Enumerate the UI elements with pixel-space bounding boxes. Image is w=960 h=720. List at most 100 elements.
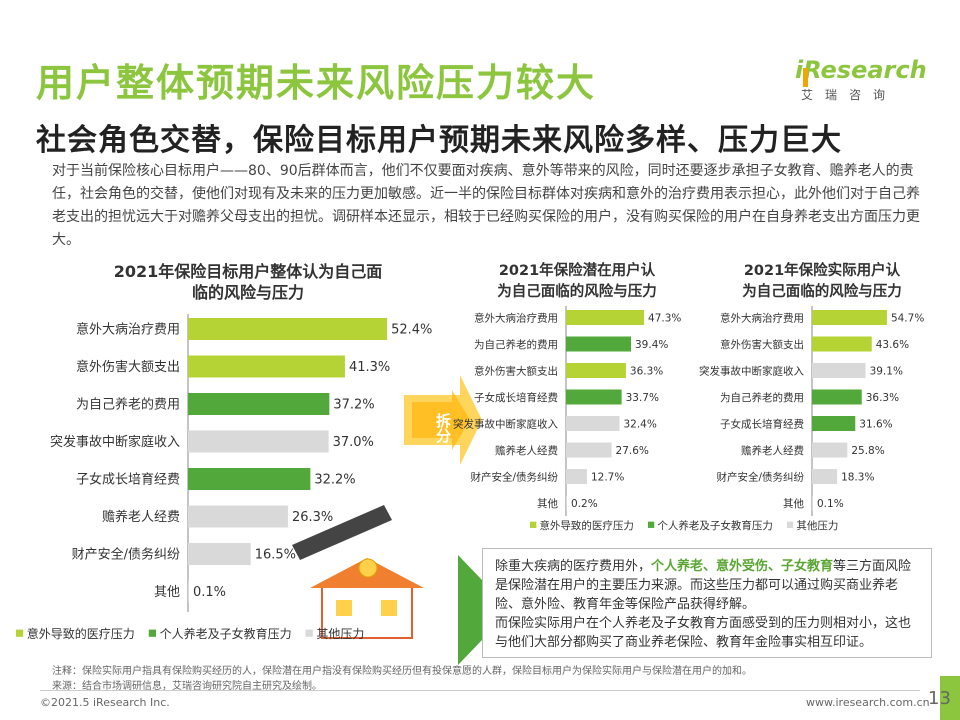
legend-label-accident: 意外导致的医疗压力 <box>27 626 135 641</box>
chart-3-value-label: 36.3% <box>866 392 899 404</box>
chart-3-value-label: 18.3% <box>841 471 874 483</box>
chart-3-category-label: 突发事故中断家庭收入 <box>699 364 804 377</box>
chart-2-value-label: 33.7% <box>626 392 659 404</box>
chart-2-category-label: 其他 <box>537 497 558 510</box>
callout-highlight: 个人养老、意外受伤、子女教育 <box>651 559 834 574</box>
chart-3-category-label: 赡养老人经费 <box>741 444 804 457</box>
callout-text-post: 等三方面风险是保险潜在用户的主要压力来源。而这些压力都可以通过购买商业养老险、意… <box>495 559 912 612</box>
chart-2-bar <box>566 442 612 458</box>
chart-3-category-label: 为自己养老的费用 <box>720 391 804 404</box>
chart-2-value-label: 39.4% <box>635 339 668 351</box>
page-number: 13 <box>928 688 951 709</box>
iresearch-logo: iResearch 艾瑞咨询 <box>795 56 927 103</box>
legend-swatch-family <box>148 629 156 637</box>
copyright: ©2021.5 iResearch Inc. <box>40 696 170 709</box>
legend-label-other: 其他压力 <box>316 627 364 641</box>
chart-3-category-label: 意外大病治疗费用 <box>720 311 804 324</box>
split-arrow: 拆分 <box>404 375 482 465</box>
chart-3-bar <box>812 389 862 405</box>
chart-3-bar <box>812 416 856 431</box>
chart-3-value-label: 39.1% <box>870 365 903 377</box>
chart-3-value-label: 31.6% <box>859 418 892 430</box>
chart-1-category-label: 赡养老人经费 <box>102 509 180 525</box>
logo-main-text: iResearch <box>795 56 927 84</box>
corner-accent <box>940 676 960 720</box>
website-url: www.iresearch.com.cn <box>806 696 930 709</box>
legend-swatch-accident <box>530 521 537 528</box>
legend-swatch-family <box>647 521 655 528</box>
chart-3-title: 2021年保险实际用户认 <box>744 261 901 279</box>
chart-2-bar <box>566 363 626 378</box>
chart-3-bar <box>812 363 866 378</box>
chart-2-value-label: 47.3% <box>648 312 681 324</box>
chart-1-value-label: 16.5% <box>255 548 296 563</box>
footnotes: 注释：保险实际用户指具有保险购买经历的人，保险潜在用户指没有保险购买经历但有投保… <box>52 664 752 694</box>
chart-1-category-label: 为自己养老的费用 <box>76 397 180 413</box>
callout-pointer <box>458 555 482 665</box>
legend-label-other: 其他压力 <box>796 519 838 532</box>
house-coin-illustration <box>292 505 424 639</box>
chart-2-category-label: 突发事故中断家庭收入 <box>453 417 558 430</box>
chart-1-category-label: 子女成长培育经费 <box>76 472 180 488</box>
chart-1-category-label: 意外大病治疗费用 <box>76 322 180 338</box>
legend-label-accident: 意外导致的医疗压力 <box>539 519 634 532</box>
chart-2-category-label: 子女成长培育经费 <box>474 391 558 404</box>
chart-2-title: 为自己面临的风险与压力 <box>497 282 657 300</box>
chart-3-value-label: 25.8% <box>851 445 884 457</box>
chart-1-bar <box>188 393 330 415</box>
chart-2-value-label: 27.6% <box>616 445 649 457</box>
chart-2-bar <box>566 389 622 405</box>
chart-1-bar <box>188 468 311 490</box>
footer-divider <box>40 690 920 691</box>
chart-2-category-label: 意外伤害大额支出 <box>474 364 558 377</box>
legend-swatch-other <box>786 521 794 528</box>
chart-2-bar <box>566 469 587 484</box>
intro-paragraph: 对于当前保险核心目标用户——80、90后群体而言，他们不仅要面对疾病、意外等带来… <box>52 163 920 248</box>
chart-2-category-label: 意外大病治疗费用 <box>474 311 558 324</box>
chart-1-value-label: 26.3% <box>292 510 333 525</box>
chart-1-title: 临的风险与压力 <box>192 283 304 302</box>
legend-label-family: 个人养老及子女教育压力 <box>160 626 292 641</box>
chart-3-value-label: 0.1% <box>817 498 844 510</box>
chart-1-bar <box>188 505 288 528</box>
insight-callout: 除重大疾病的医疗费用外，个人养老、意外受伤、子女教育等三方面风险是保险潜在用户的… <box>482 548 932 658</box>
chart-1-category-label: 其他 <box>154 585 180 600</box>
chart-1-bar <box>188 318 388 340</box>
legend-swatch-accident <box>16 629 24 637</box>
chart-2-category-label: 为自己养老的费用 <box>474 338 558 351</box>
chart-2-category-label: 财产安全/债务纠纷 <box>470 470 558 483</box>
chart-1-category-label: 突发事故中断家庭收入 <box>50 434 180 450</box>
chart-1-category-label: 意外伤害大额支出 <box>76 359 180 375</box>
chart-3-category-label: 意外伤害大额支出 <box>720 338 804 351</box>
chart-3-bar <box>812 442 848 458</box>
logo-accent-bar <box>803 68 808 87</box>
chart-3-category-label: 财产安全/债务纠纷 <box>716 470 804 483</box>
chart-3-title: 为自己面临的风险与压力 <box>742 282 902 300</box>
chart-2-bar <box>566 416 620 431</box>
chart-1-value-label: 32.2% <box>314 473 355 488</box>
chart-3-bar <box>812 336 872 352</box>
chart-3-bar <box>812 310 887 325</box>
chart-3-bar <box>812 469 838 484</box>
page-subtitle: 社会角色交替，保险目标用户预期未来风险多样、压力巨大 <box>36 123 842 158</box>
chart-1-category-label: 财产安全/债务纠纷 <box>72 547 180 563</box>
callout-paragraph-1: 除重大疾病的医疗费用外，个人养老、意外受伤、子女教育等三方面风险是保险潜在用户的… <box>495 557 921 614</box>
chart-1-value-label: 52.4% <box>391 323 432 338</box>
chart-3-bar <box>812 495 813 511</box>
chart-1-bar <box>188 430 329 453</box>
chart-1-bar <box>188 580 189 603</box>
logo-sub-text: 艾瑞咨询 <box>801 88 898 102</box>
chart-1-value-label: 37.2% <box>333 398 374 413</box>
chart-1-bar <box>188 355 345 378</box>
chart-2-bar <box>566 310 645 325</box>
chart-2-bar <box>566 495 567 511</box>
chart-3-value-label: 54.7% <box>891 312 924 324</box>
chart-1-value-label: 37.0% <box>333 435 374 450</box>
chart-2-bar <box>566 336 632 352</box>
chart-2-value-label: 36.3% <box>630 365 663 377</box>
chart-2-value-label: 12.7% <box>591 471 624 483</box>
chart-2-category-label: 赡养老人经费 <box>495 444 558 457</box>
callout-paragraph-2: 而保险实际用户在个人养老及子女教育方面感受到的压力则相对小，这也与他们大部分都购… <box>495 616 912 650</box>
chart-1-bar <box>188 543 251 565</box>
